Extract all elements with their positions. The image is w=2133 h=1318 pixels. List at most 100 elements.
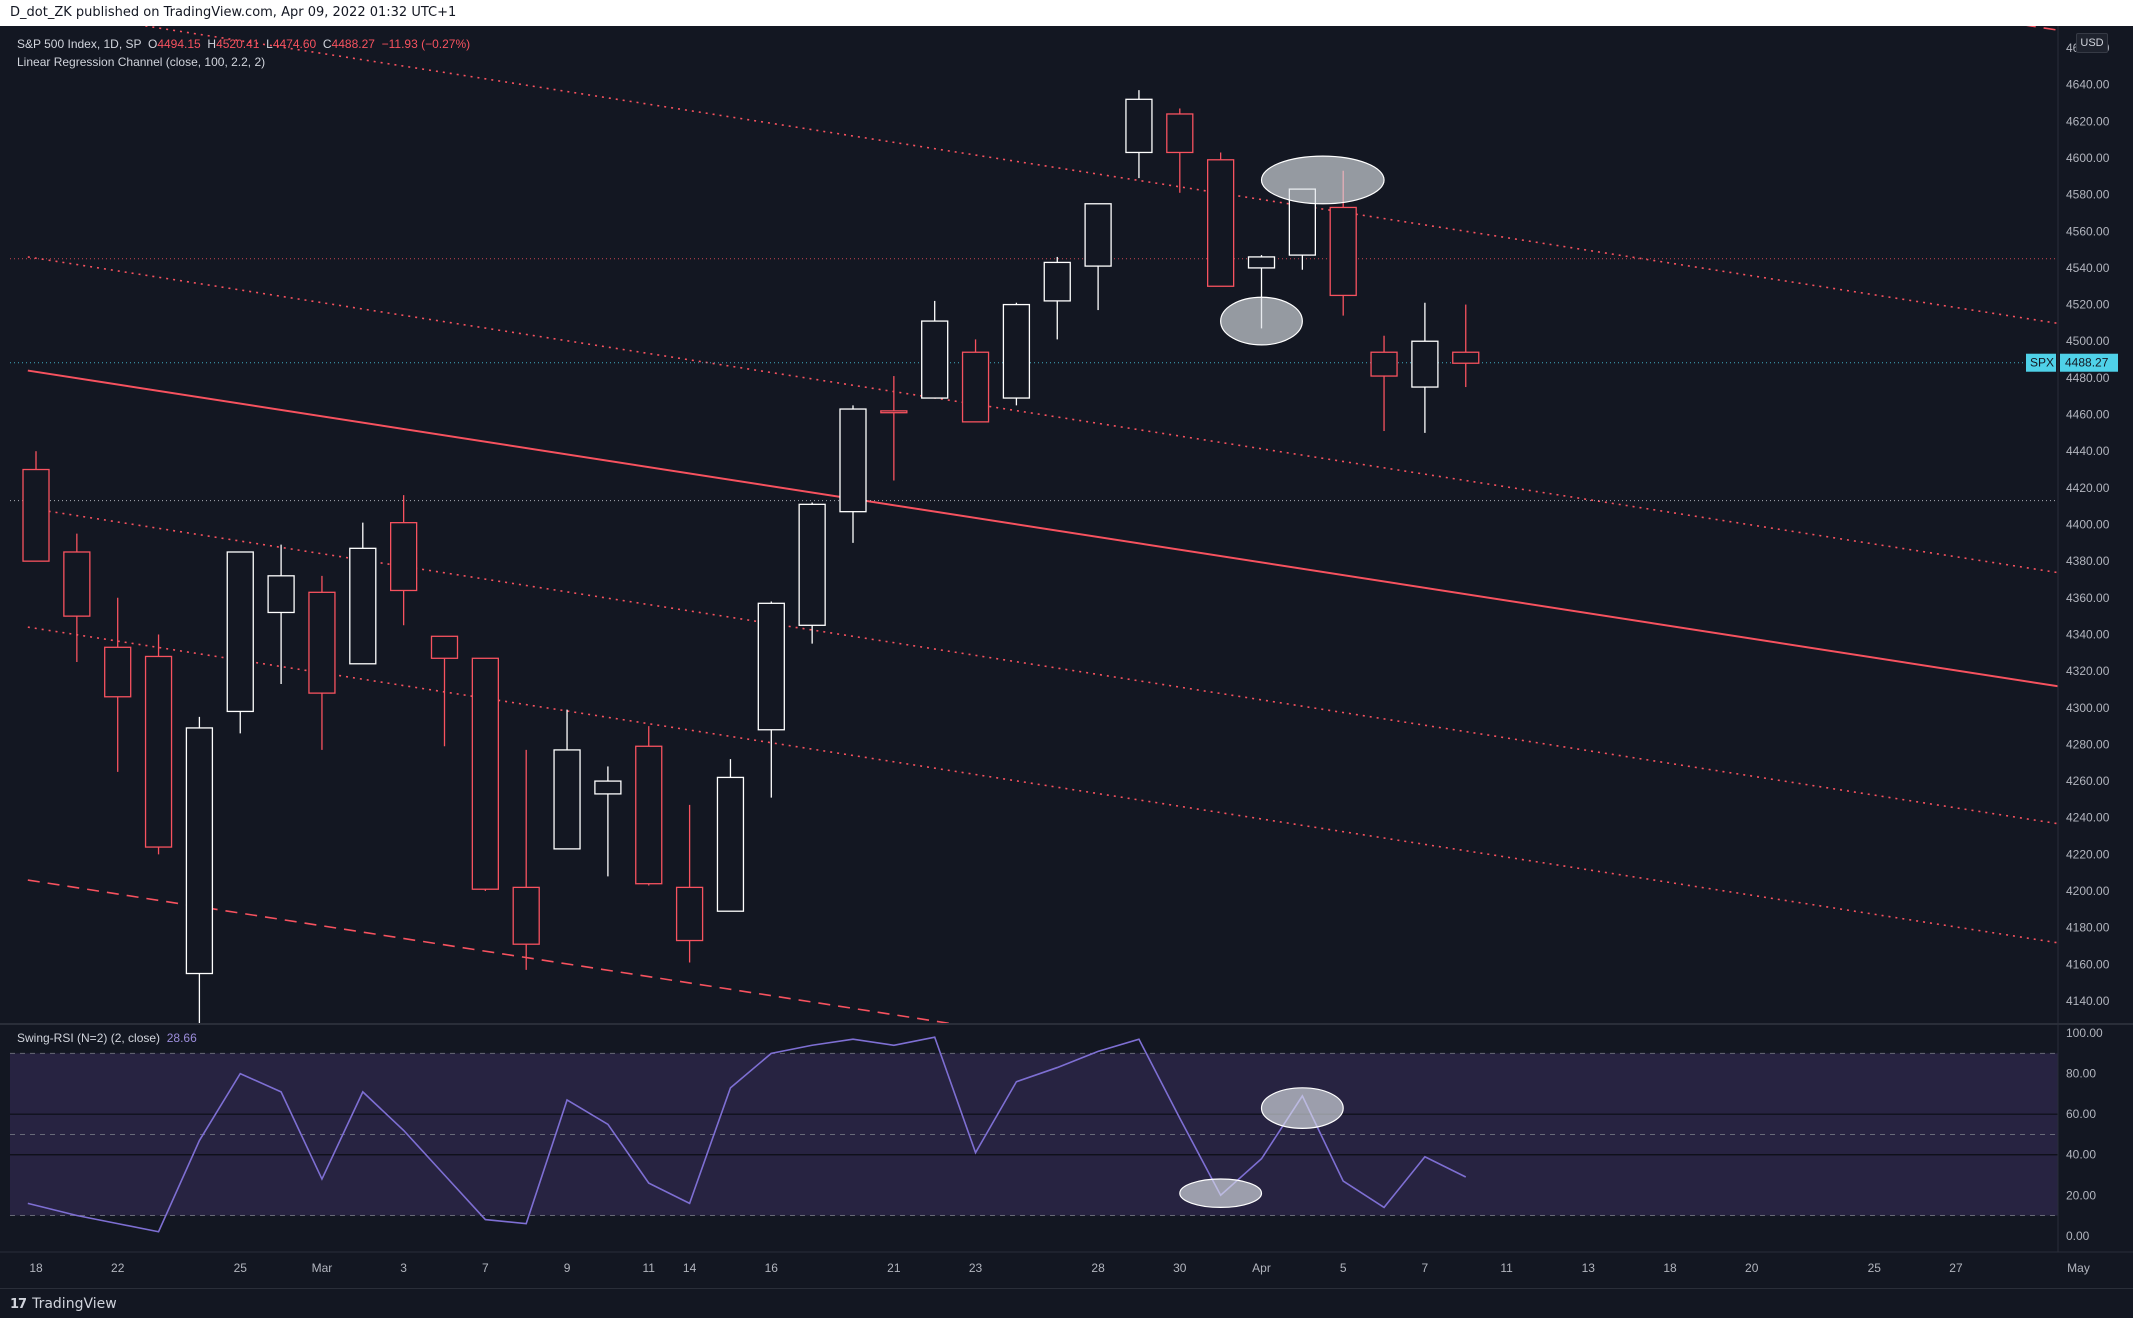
candle-body xyxy=(1207,159,1235,287)
candle-body xyxy=(1247,256,1276,269)
candle[interactable] xyxy=(63,533,91,662)
candle[interactable] xyxy=(757,601,785,798)
candle[interactable] xyxy=(1452,304,1480,388)
last-price-tag[interactable]: 4488.27 SPX xyxy=(2026,353,2118,372)
candle[interactable] xyxy=(1370,335,1398,432)
candle[interactable] xyxy=(1411,302,1439,433)
candle[interactable] xyxy=(635,726,663,886)
time-tick-label: 30 xyxy=(1173,1261,1187,1275)
rsi-tick-label: 40.00 xyxy=(2066,1148,2096,1162)
candle[interactable] xyxy=(839,405,867,543)
time-tick-label: 25 xyxy=(1868,1261,1882,1275)
ellipse-annotation-0[interactable] xyxy=(1260,155,1385,205)
time-tick-label: 7 xyxy=(1422,1261,1429,1275)
time-tick-label: 14 xyxy=(683,1261,697,1275)
candle[interactable] xyxy=(308,575,336,750)
candle[interactable] xyxy=(144,634,173,855)
legend-indicator[interactable]: Linear Regression Channel (close, 100, 2… xyxy=(17,55,266,69)
candle[interactable] xyxy=(185,716,214,1047)
candle[interactable] xyxy=(1207,152,1235,287)
legend-open-label: O xyxy=(147,37,158,51)
candle-body xyxy=(1084,203,1112,267)
candle-body xyxy=(798,503,826,626)
rsi-tick-label: 20.00 xyxy=(2066,1188,2096,1202)
price-tick-label: 4400.00 xyxy=(2066,518,2110,532)
candle[interactable] xyxy=(798,502,826,644)
candle[interactable] xyxy=(22,451,50,562)
candle[interactable] xyxy=(1125,90,1153,179)
ellipse-annotation-1[interactable] xyxy=(1220,296,1303,346)
candle-body xyxy=(1370,351,1398,377)
candle[interactable] xyxy=(512,749,540,970)
candle[interactable] xyxy=(921,300,949,399)
candle-body xyxy=(716,776,745,912)
time-tick-label: 7 xyxy=(482,1261,489,1275)
currency-button[interactable]: USD xyxy=(2076,33,2108,53)
price-tick-label: 4140.00 xyxy=(2066,994,2110,1008)
candle-body xyxy=(1002,303,1031,399)
rsi-ellipse-annotation-1[interactable] xyxy=(1260,1087,1344,1129)
tradingview-logo[interactable]: 17 TradingView xyxy=(10,1295,117,1313)
time-tick-label: 25 xyxy=(234,1261,248,1275)
price-tick-label: 4260.00 xyxy=(2066,774,2110,788)
candle-body xyxy=(553,749,581,850)
price-tick-label: 4640.00 xyxy=(2066,78,2110,92)
candle[interactable] xyxy=(267,544,295,684)
candle[interactable] xyxy=(1166,108,1194,193)
rsi-legend-name[interactable]: Swing-RSI (N=2) (2, close) xyxy=(17,1031,161,1045)
price-tick-label: 4600.00 xyxy=(2066,151,2110,165)
time-tick-label: Mar xyxy=(312,1261,333,1275)
rsi-pane xyxy=(10,1036,2058,1233)
candle[interactable] xyxy=(880,376,908,481)
candle[interactable] xyxy=(389,495,418,626)
candle[interactable] xyxy=(553,709,581,850)
rsi-legend-value: 28.66 xyxy=(166,1031,197,1045)
price-tick-label: 4180.00 xyxy=(2066,921,2110,935)
candle[interactable] xyxy=(349,522,377,665)
rsi-ellipse-annotation-0[interactable] xyxy=(1179,1178,1263,1209)
time-tick-label: 11 xyxy=(643,1261,656,1275)
candle[interactable] xyxy=(1002,302,1031,406)
candle[interactable] xyxy=(594,766,622,877)
legend-line-ohlc: S&P 500 Index, 1D, SP O4494.15 H4520.41 … xyxy=(17,35,470,53)
tradingview-brand: TradingView xyxy=(32,1296,117,1312)
legend-open: 4494.15 xyxy=(157,37,201,51)
price-tick-label: 4200.00 xyxy=(2066,884,2110,898)
time-tick-label: 5 xyxy=(1340,1261,1347,1275)
candle[interactable] xyxy=(104,597,132,772)
regression-line-1 xyxy=(27,256,2058,574)
price-tick-label: 4380.00 xyxy=(2066,554,2110,568)
price-tick-label: 4300.00 xyxy=(2066,701,2110,715)
candle[interactable] xyxy=(961,339,990,423)
candle-body xyxy=(63,551,91,617)
main-price-pane xyxy=(10,26,2058,1047)
candle[interactable] xyxy=(1084,203,1112,311)
rsi-tick-label: 0.00 xyxy=(2066,1229,2090,1243)
time-tick-label: 9 xyxy=(564,1261,571,1275)
rsi-tick-label: 100.00 xyxy=(2066,1026,2103,1040)
candle-body xyxy=(144,655,173,848)
candle-body xyxy=(1166,113,1194,154)
legend-symbol[interactable]: S&P 500 Index, 1D, SP xyxy=(17,37,142,51)
candle[interactable] xyxy=(1043,256,1071,340)
time-tick-label: 18 xyxy=(29,1261,43,1275)
last-price-tag-bg xyxy=(2060,353,2118,372)
candle[interactable] xyxy=(226,551,254,734)
candle[interactable] xyxy=(430,635,459,747)
candle[interactable] xyxy=(716,759,745,912)
candle-body xyxy=(635,745,663,885)
candle[interactable] xyxy=(471,657,500,892)
time-tick-label: 11 xyxy=(1500,1261,1513,1275)
candle[interactable] xyxy=(675,804,704,963)
candle-body xyxy=(430,635,459,659)
candle-body xyxy=(839,408,867,513)
chart-canvas[interactable]: 4660.004640.004620.004600.004580.004560.… xyxy=(0,26,2133,1288)
time-tick-label: Apr xyxy=(1252,1261,1271,1275)
legend-change: −11.93 (−0.27%) xyxy=(381,37,471,51)
price-tick-label: 4440.00 xyxy=(2066,444,2110,458)
time-tick-label: 27 xyxy=(1949,1261,1963,1275)
time-tick-label: 23 xyxy=(969,1261,983,1275)
candle-body xyxy=(1125,98,1153,154)
legend-low: 4474.60 xyxy=(272,37,317,51)
price-tick-label: 4580.00 xyxy=(2066,188,2110,202)
